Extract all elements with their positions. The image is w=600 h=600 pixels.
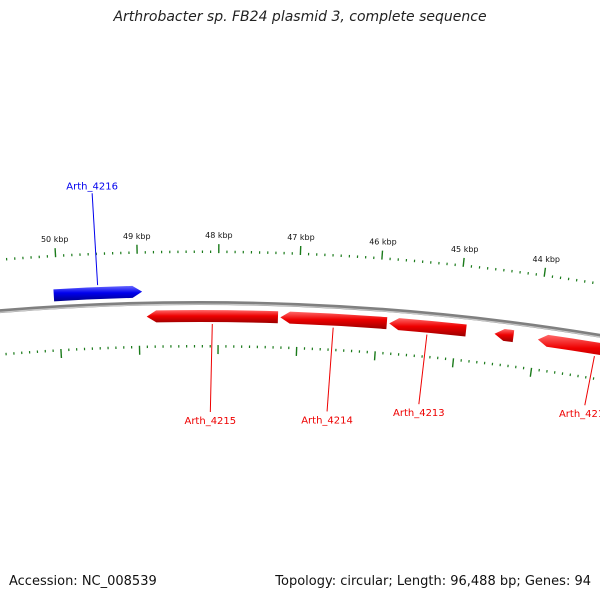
map-title: Arthrobacter sp. FB24 plasmid 3, complet… xyxy=(113,9,487,25)
gene-label[interactable]: Arth_4215 xyxy=(184,416,236,427)
gene-labels: Arth_4216 Arth_4215 Arth_4214 Arth_4213 Arth… xyxy=(66,181,600,427)
ruler-label: 50 kbp xyxy=(41,235,69,244)
ruler-label: 45 kbp xyxy=(451,245,479,254)
ruler-label: 46 kbp xyxy=(369,238,397,247)
gene-label[interactable]: Arth_4216 xyxy=(66,181,118,192)
gene-arrow-arth-4213[interactable] xyxy=(389,318,467,337)
inner-major-tick xyxy=(373,351,376,361)
gene-label[interactable]: Arth_4214 xyxy=(301,415,353,426)
outer-major-tick xyxy=(543,267,547,277)
gene-label-leader xyxy=(418,334,428,405)
accession-text: Accession: NC_008539 xyxy=(9,574,157,589)
gene-label[interactable]: Arth_4212 xyxy=(559,409,600,420)
inner-ruler-ticks xyxy=(5,345,595,380)
gene-label-leader xyxy=(584,356,595,406)
gene-arrow-arth-4214[interactable] xyxy=(280,311,388,330)
gene-arrow[interactable] xyxy=(494,329,515,343)
gene-label-leader xyxy=(209,324,213,413)
gene-label-leader xyxy=(91,193,99,286)
ruler-label: 48 kbp xyxy=(205,231,233,240)
gene-arrow-arth-4216[interactable] xyxy=(53,285,143,302)
outer-major-tick xyxy=(54,248,57,258)
outer-major-tick xyxy=(462,257,465,267)
topology-summary: Topology: circular; Length: 96,488 bp; G… xyxy=(275,574,591,589)
plasmid-backbone-highlight xyxy=(0,303,600,338)
inner-major-tick xyxy=(451,358,455,368)
gene-arrow-arth-4215[interactable] xyxy=(146,310,279,324)
ruler-label: 47 kbp xyxy=(287,233,315,242)
inner-major-tick xyxy=(60,348,63,359)
gene-features xyxy=(53,285,600,364)
plasmid-backbone xyxy=(0,301,600,338)
inner-major-tick xyxy=(529,367,533,377)
gene-label[interactable]: Arth_4213 xyxy=(393,408,445,419)
outer-major-tick xyxy=(381,250,384,260)
gene-label-leader xyxy=(326,327,334,412)
outer-ruler-ticks xyxy=(5,244,594,285)
gene-arrow-arth-4212[interactable] xyxy=(537,334,600,364)
ruler-label: 44 kbp xyxy=(532,255,560,264)
ruler-label: 49 kbp xyxy=(123,232,151,241)
